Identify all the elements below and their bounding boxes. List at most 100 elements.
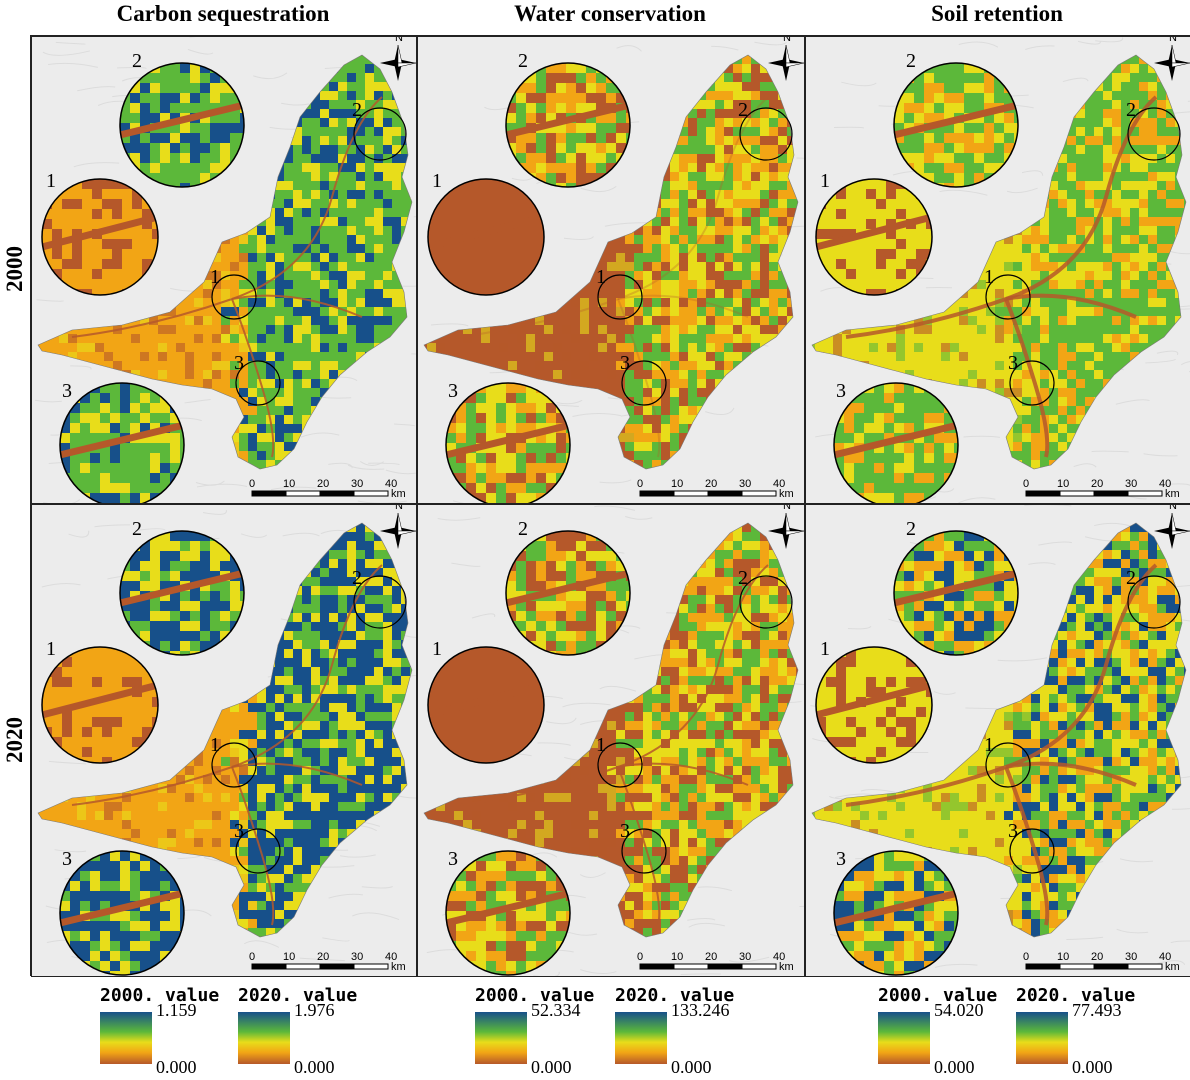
hillshade-ridge	[1073, 463, 1097, 468]
raster-cell	[733, 172, 742, 181]
raster-cell	[724, 262, 733, 271]
raster-cell	[1076, 217, 1085, 226]
inset-cell	[538, 239, 544, 249]
raster-cell	[1121, 208, 1130, 217]
inset-cell	[152, 229, 158, 239]
raster-cell	[733, 325, 742, 334]
raster-cell	[284, 181, 293, 190]
raster-cell	[347, 226, 356, 235]
raster-cell	[995, 388, 1004, 397]
raster-cell	[580, 361, 589, 370]
inset-cell	[210, 113, 220, 123]
raster-cell	[1175, 145, 1184, 154]
raster-cell	[598, 325, 607, 334]
inset-cell	[160, 63, 170, 73]
inset-cell	[506, 393, 516, 403]
raster-cell	[248, 298, 257, 307]
inset-cell	[72, 259, 82, 269]
raster-cell	[365, 181, 374, 190]
raster-cell	[769, 253, 778, 262]
raster-cell	[679, 424, 688, 433]
raster-cell	[320, 307, 329, 316]
inset-cell	[536, 403, 546, 413]
raster-cell	[284, 154, 293, 163]
raster-cell	[778, 271, 787, 280]
callout-zoom-circle	[59, 382, 185, 503]
raster-cell	[311, 163, 320, 172]
raster-cell	[643, 406, 652, 415]
raster-cell	[374, 172, 383, 181]
inset-cell	[536, 83, 546, 93]
raster-cell	[329, 136, 338, 145]
raster-cell	[356, 181, 365, 190]
inset-cell	[72, 209, 82, 219]
raster-cell	[329, 118, 338, 127]
raster-cell	[320, 127, 329, 136]
raster-cell	[688, 343, 697, 352]
raster-cell	[706, 244, 715, 253]
inset-cell	[150, 483, 160, 493]
raster-cell	[266, 460, 275, 469]
inset-cell	[606, 143, 616, 153]
raster-cell	[392, 244, 401, 253]
raster-cell	[688, 235, 697, 244]
raster-cell	[1121, 181, 1130, 190]
raster-cell	[896, 352, 905, 361]
hillshade-ridge	[604, 222, 648, 227]
inset-cell	[180, 143, 190, 153]
inset-cell	[220, 133, 230, 143]
inset-cell	[518, 189, 528, 199]
raster-cell	[257, 226, 266, 235]
raster-cell	[688, 127, 697, 136]
raster-cell	[733, 226, 742, 235]
raster-cell	[1076, 352, 1085, 361]
raster-cell	[338, 316, 347, 325]
raster-cell	[697, 217, 706, 226]
raster-cell	[329, 316, 338, 325]
raster-cell	[383, 316, 392, 325]
scale-bar-tick-label: 20	[317, 478, 329, 490]
raster-cell	[230, 298, 239, 307]
raster-cell	[562, 325, 571, 334]
inset-cell	[132, 209, 142, 219]
raster-cell	[1040, 289, 1049, 298]
raster-cell	[293, 163, 302, 172]
raster-cell	[787, 145, 796, 154]
raster-cell	[275, 226, 284, 235]
raster-cell	[356, 217, 365, 226]
inset-cell	[428, 229, 438, 239]
raster-cell	[679, 226, 688, 235]
raster-cell	[140, 316, 149, 325]
raster-cell	[104, 352, 113, 361]
raster-cell	[1148, 109, 1157, 118]
hillshade-ridge	[328, 462, 353, 469]
raster-cell	[257, 451, 266, 460]
inset-cell	[468, 269, 478, 279]
raster-cell	[742, 100, 751, 109]
raster-cell	[634, 451, 643, 460]
inset-cell	[488, 279, 498, 289]
raster-cell	[517, 325, 526, 334]
inset-cell	[160, 463, 170, 473]
raster-cell	[356, 73, 365, 82]
raster-cell	[688, 388, 697, 397]
hillshade-ridge	[1115, 399, 1150, 405]
raster-cell	[1166, 136, 1175, 145]
raster-cell	[706, 271, 715, 280]
raster-cell	[275, 253, 284, 262]
callout-zoom-label: 2	[518, 50, 528, 72]
raster-cell	[670, 172, 679, 181]
inset-cell	[596, 133, 606, 143]
raster-cell	[688, 316, 697, 325]
inset-cell	[62, 269, 72, 279]
raster-cell	[302, 145, 311, 154]
callout-locator-circle	[621, 360, 667, 406]
raster-cell	[383, 109, 392, 118]
raster-cell	[320, 280, 329, 289]
raster-cell	[751, 127, 760, 136]
raster-cell	[1121, 154, 1130, 163]
raster-cell	[643, 244, 652, 253]
raster-cell	[1049, 352, 1058, 361]
inset-cell	[516, 103, 526, 113]
raster-cell	[679, 181, 688, 190]
